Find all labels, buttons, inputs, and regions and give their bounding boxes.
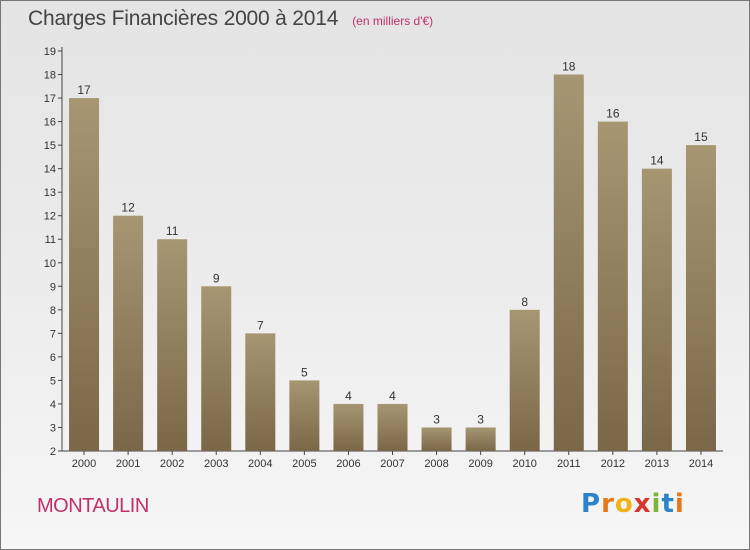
bar [465, 427, 496, 451]
data-label: 5 [301, 365, 308, 379]
data-label: 16 [606, 107, 620, 121]
y-tick-label: 9 [50, 281, 56, 293]
x-tick-label: 2002 [160, 458, 184, 470]
y-tick-label: 4 [50, 399, 56, 411]
data-label: 18 [562, 60, 576, 74]
y-tick-label: 17 [44, 93, 56, 105]
bar [421, 427, 452, 451]
y-tick-label: 13 [44, 187, 56, 199]
y-tick-label: 3 [50, 422, 56, 434]
data-label: 12 [121, 201, 135, 215]
x-tick-label: 2003 [204, 458, 228, 470]
x-tick-label: 2004 [248, 458, 272, 470]
x-tick-label: 2010 [512, 458, 536, 470]
data-label: 11 [166, 224, 179, 238]
logo-letter: x [633, 489, 652, 519]
x-tick-label: 2012 [601, 458, 625, 470]
data-label: 14 [650, 154, 664, 168]
chart-subtitle: (en milliers d'€) [352, 14, 434, 28]
x-tick-label: 2006 [336, 458, 360, 470]
place-name: MONTAULIN [37, 495, 149, 517]
data-label: 4 [345, 389, 352, 403]
data-label: 17 [77, 83, 91, 97]
y-tick-label: 5 [50, 375, 56, 387]
logo-letter: r [601, 489, 615, 519]
bar [641, 168, 672, 451]
bar [69, 98, 100, 451]
bar [685, 145, 716, 451]
bar [245, 333, 276, 451]
x-tick-label: 2009 [468, 458, 492, 470]
x-tick-label: 2008 [424, 458, 448, 470]
y-tick-label: 8 [50, 305, 56, 317]
bar [509, 309, 540, 451]
chart-title: Charges Financières 2000 à 2014 (en milli… [28, 7, 433, 31]
bar [377, 403, 408, 451]
bar [157, 239, 188, 451]
y-tick-label: 18 [44, 70, 56, 82]
logo-letter: i [651, 489, 662, 519]
y-tick-label: 2 [50, 446, 56, 458]
bar [597, 121, 628, 452]
bar [553, 74, 584, 451]
y-tick-label: 12 [44, 211, 56, 223]
data-label: 9 [213, 271, 220, 285]
bar [333, 403, 364, 451]
logo-letter: t [661, 489, 675, 519]
bar [201, 286, 232, 451]
bar [113, 215, 144, 451]
y-tick-label: 7 [50, 328, 56, 340]
x-tick-label: 2005 [292, 458, 316, 470]
x-tick-label: 2000 [72, 458, 96, 470]
y-tick-label: 16 [44, 117, 56, 129]
logo-letter: i [674, 489, 685, 519]
y-tick-label: 6 [50, 352, 56, 364]
data-label: 4 [389, 389, 396, 403]
x-tick-label: 2007 [380, 458, 404, 470]
data-label: 7 [257, 318, 264, 332]
y-tick-label: 19 [44, 46, 56, 58]
data-label: 8 [521, 295, 528, 309]
y-tick-label: 15 [44, 140, 56, 152]
y-tick-label: 14 [44, 164, 56, 176]
logo-letter: o [614, 489, 634, 519]
y-tick-label: 10 [44, 258, 56, 270]
x-tick-label: 2013 [645, 458, 669, 470]
data-label: 3 [433, 412, 440, 426]
logo-letter: P [581, 489, 602, 519]
data-label: 3 [477, 412, 484, 426]
bar [289, 380, 320, 451]
x-tick-label: 2011 [557, 458, 581, 470]
x-tick-label: 2014 [689, 458, 713, 470]
proxiti-logo: Proxiti [581, 489, 685, 519]
data-label: 15 [694, 130, 708, 144]
chart-title-text: Charges Financières 2000 à 2014 [28, 7, 339, 30]
x-tick-label: 2001 [116, 458, 140, 470]
y-tick-label: 11 [45, 234, 56, 246]
